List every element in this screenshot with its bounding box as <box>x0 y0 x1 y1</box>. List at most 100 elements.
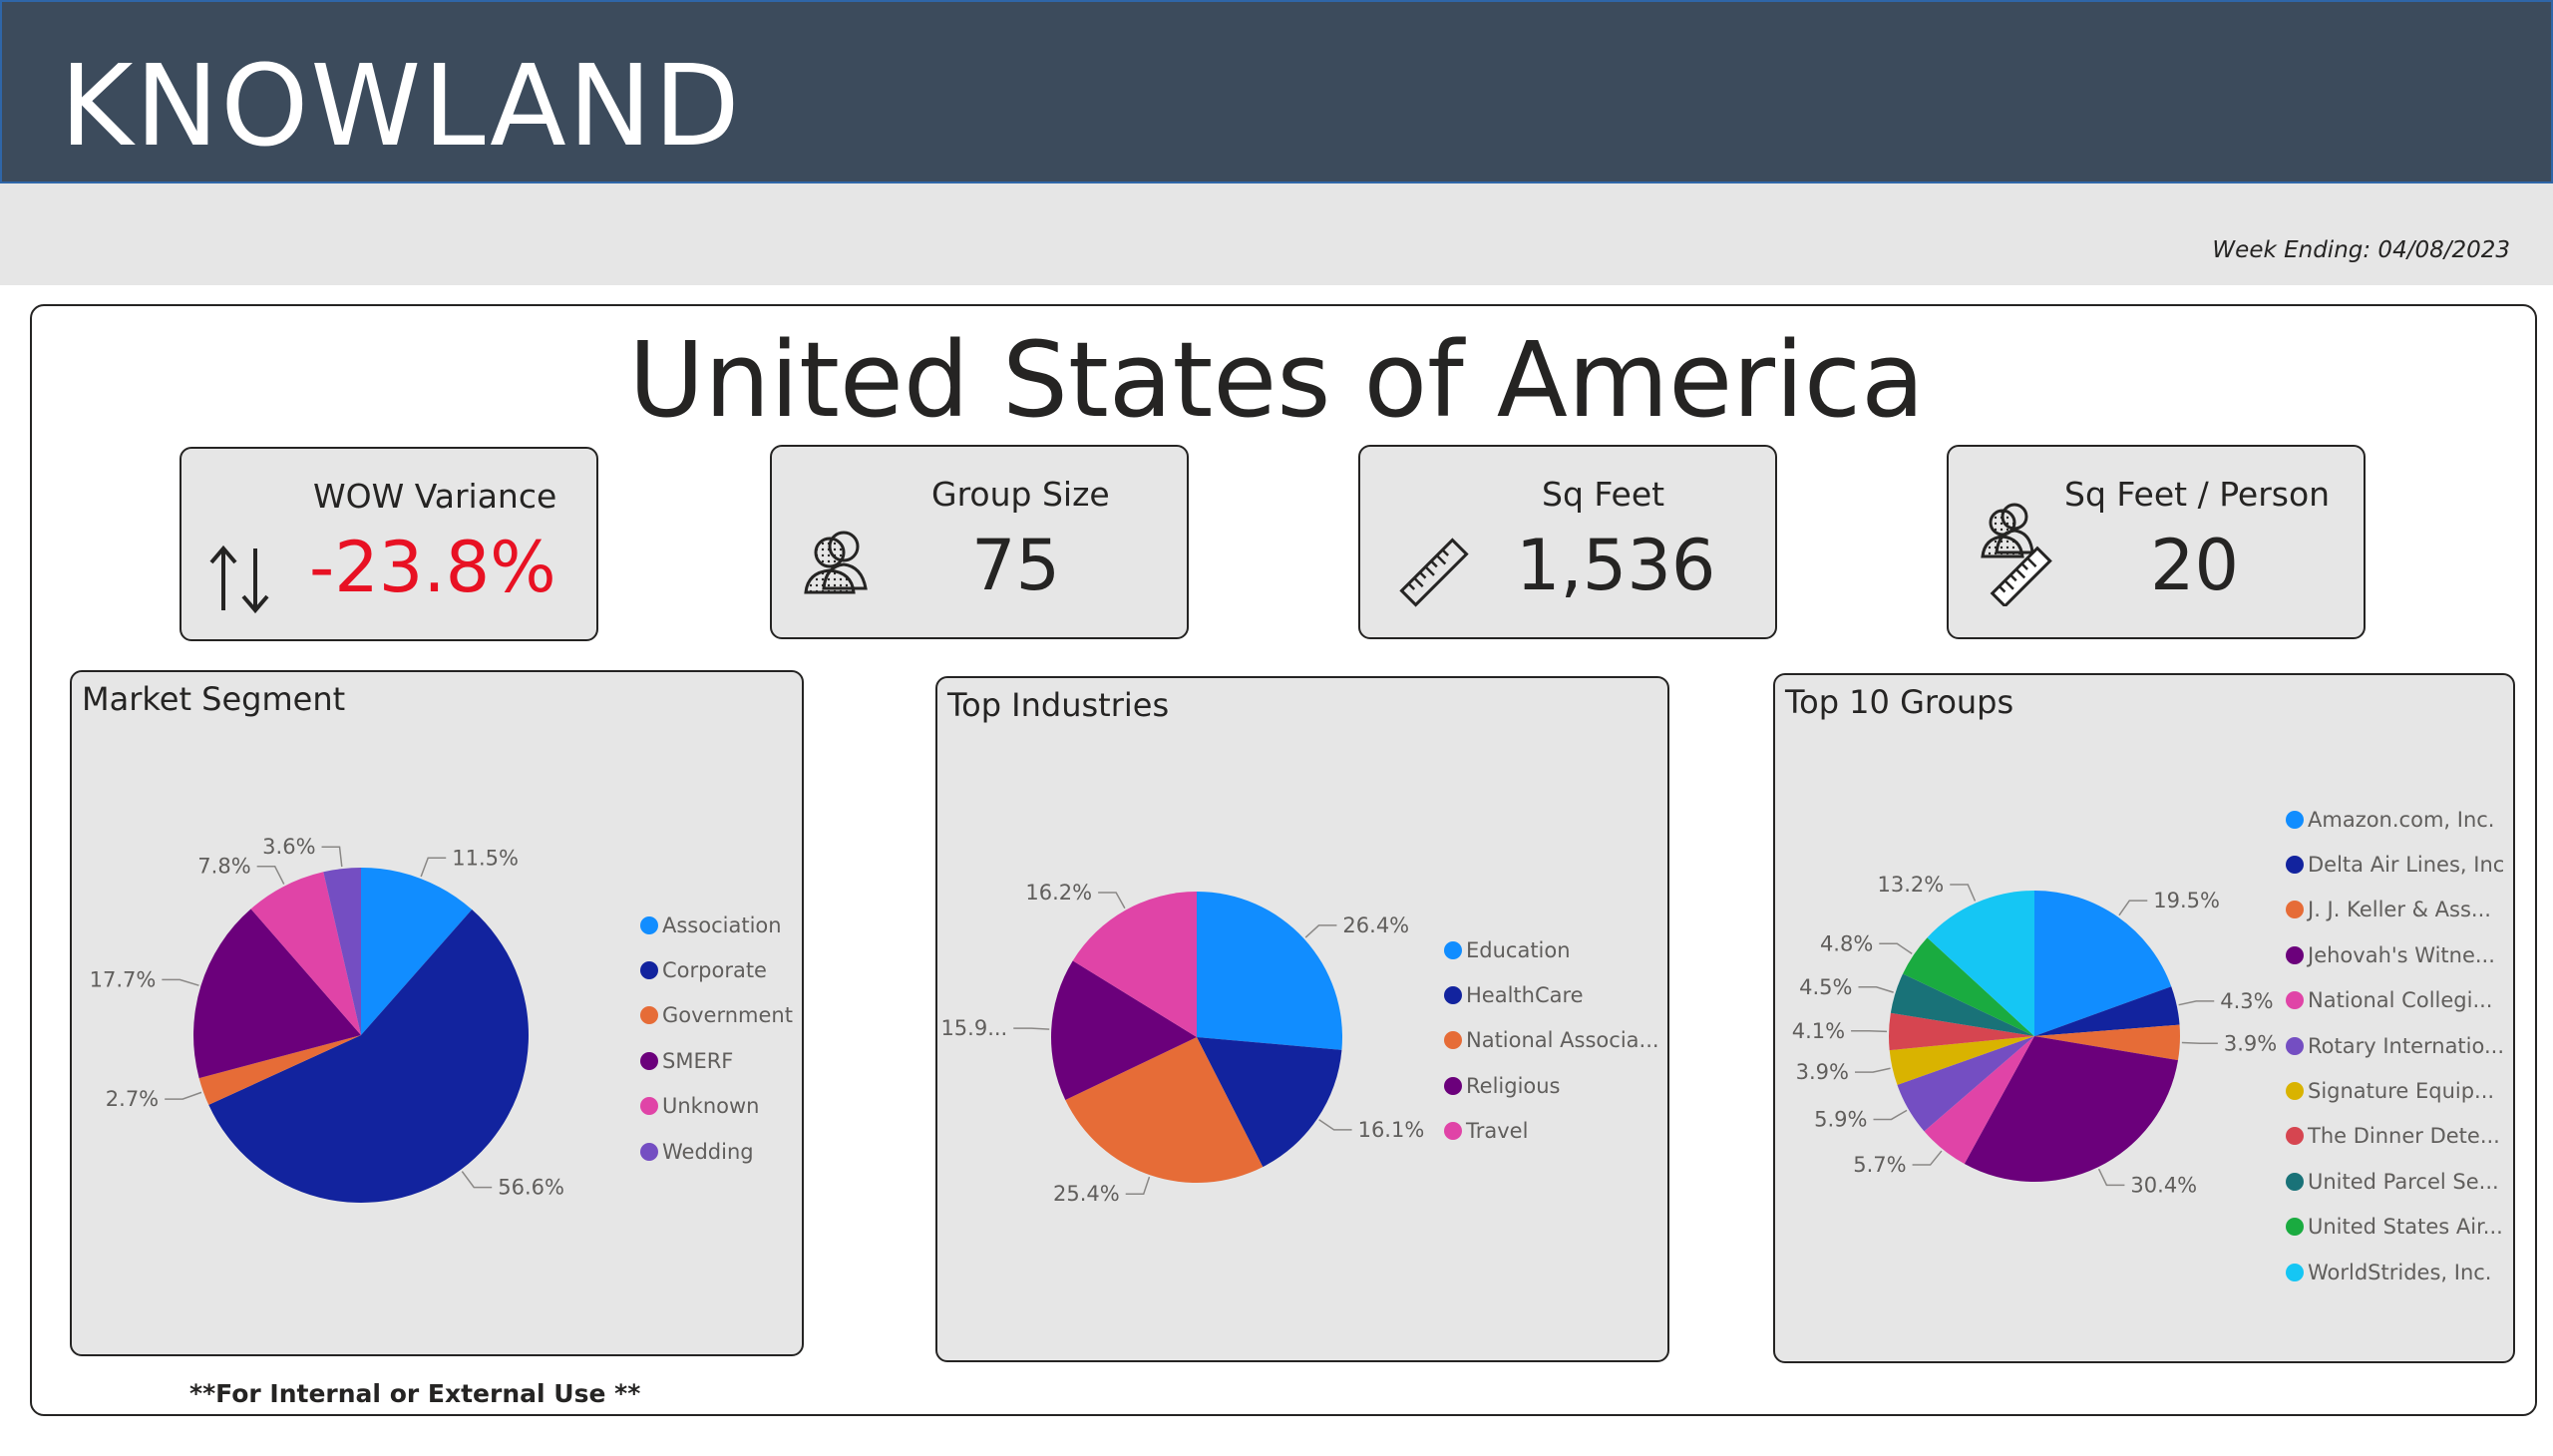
legend-item[interactable]: J. J. Keller & Ass... <box>2286 888 2504 932</box>
data-label: 3.9% <box>2224 1031 2277 1055</box>
pie-slice[interactable] <box>1065 1037 1264 1183</box>
legend-swatch <box>2286 901 2304 919</box>
kpi-label: Group Size <box>931 475 1110 514</box>
legend-label: HealthCare <box>1466 983 1584 1008</box>
country-title: United States of America <box>628 319 1925 441</box>
data-label: 5.9% <box>1814 1107 1867 1131</box>
legend-item[interactable]: United Parcel Se... <box>2286 1159 2504 1204</box>
legend-item[interactable]: Signature Equip... <box>2286 1068 2504 1113</box>
leader-line <box>1304 924 1337 938</box>
leader-line <box>1858 986 1894 993</box>
pie-slice[interactable] <box>250 872 361 1035</box>
legend-item[interactable]: National Associa... <box>1444 1018 1659 1063</box>
pie-slice[interactable] <box>1072 892 1197 1037</box>
legend-swatch <box>2286 1263 2304 1281</box>
pie-slice[interactable] <box>193 909 361 1079</box>
data-label: 56.6% <box>498 1176 564 1200</box>
pie-slice[interactable] <box>1903 937 2034 1036</box>
usage-note: **For Internal or External Use ** <box>189 1379 641 1408</box>
legend-label: National Collegi... <box>2308 988 2493 1013</box>
legend-item[interactable]: Government <box>640 993 793 1038</box>
kpi-card-group-size[interactable]: Group Size 75 <box>770 445 1189 639</box>
pie-slice[interactable] <box>1889 1012 2034 1051</box>
pie-slice[interactable] <box>1924 1036 2034 1165</box>
legend-label: Association <box>662 912 782 937</box>
leader-line <box>420 857 447 878</box>
pie-chart: 11.5% 56.6% 2.7% 17.7% 7.8% 3.6% <box>90 835 564 1203</box>
pie-slice[interactable] <box>1897 1036 2034 1132</box>
legend-item[interactable]: Religious <box>1444 1063 1659 1108</box>
pie-slice[interactable] <box>1890 973 2034 1036</box>
leader-line <box>256 865 285 885</box>
top-groups-panel[interactable]: Top 10 Groups 19.5% 4.3% 3.9% 30.4% 5.7% 5.9%… <box>1773 673 2515 1363</box>
legend-item[interactable]: United States Air... <box>2286 1205 2504 1250</box>
pie-slice[interactable] <box>2034 1024 2180 1061</box>
legend-item[interactable]: The Dinner Dete... <box>2286 1114 2504 1159</box>
legend-swatch <box>640 1097 658 1116</box>
pie-slice[interactable] <box>323 868 361 1035</box>
market-segment-panel[interactable]: Market Segment 11.5% 56.6% 2.7% 17.7% 7.8% 3.… <box>70 670 804 1356</box>
pie-slice[interactable] <box>1889 1036 2034 1085</box>
legend-item[interactable]: Wedding <box>640 1129 793 1174</box>
leader-line <box>1013 1027 1050 1030</box>
data-label: 3.9% <box>1796 1060 1849 1084</box>
data-label: 26.4% <box>1342 913 1409 937</box>
legend-item[interactable]: WorldStrides, Inc. <box>2286 1250 2504 1294</box>
legend-item[interactable]: Travel <box>1444 1109 1659 1154</box>
legend-swatch <box>1444 940 1462 959</box>
legend-label: The Dinner Dete... <box>2308 1124 2500 1149</box>
leader-line <box>2118 900 2148 916</box>
people-icon <box>804 531 868 594</box>
kpi-card-sq-feet[interactable]: Sq Feet 1,536 <box>1358 445 1777 639</box>
kpi-card-wow-variance[interactable]: WOW Variance -23.8% <box>180 447 598 641</box>
legend-item[interactable]: Unknown <box>640 1084 793 1129</box>
legend-label: Government <box>662 1003 793 1028</box>
legend-swatch <box>640 961 658 980</box>
legend-label: Jehovah's Witne... <box>2308 942 2495 967</box>
legend-label: United States Air... <box>2308 1215 2503 1240</box>
legend-item[interactable]: Corporate <box>640 947 793 992</box>
pie-slice[interactable] <box>208 910 529 1203</box>
legend-item[interactable]: National Collegi... <box>2286 978 2504 1023</box>
legend-label: Signature Equip... <box>2308 1079 2495 1104</box>
legend-swatch <box>2286 1172 2304 1191</box>
kpi-card-sq-feet-per-person[interactable]: Sq Feet / Person 20 <box>1947 445 2366 639</box>
week-ending-label: Week Ending: 04/08/2023 <box>2212 237 2510 263</box>
legend-item[interactable]: Delta Air Lines, Inc <box>2286 842 2504 887</box>
pie-slice[interactable] <box>1197 892 1342 1050</box>
legend-swatch <box>640 1142 658 1161</box>
data-label: 4.5% <box>1799 975 1852 999</box>
header-bar: KNOWLAND <box>0 0 2553 183</box>
legend-item[interactable]: Rotary Internatio... <box>2286 1023 2504 1068</box>
pie-slice[interactable] <box>1051 960 1197 1100</box>
pie-slice[interactable] <box>361 868 473 1035</box>
pie-slice[interactable] <box>1927 891 2034 1036</box>
pie-slice[interactable] <box>198 1035 361 1105</box>
leader-line <box>1854 1067 1891 1073</box>
pie-slice[interactable] <box>1964 1036 2178 1182</box>
legend-item[interactable]: Association <box>640 903 793 947</box>
legend-item[interactable]: SMERF <box>640 1038 793 1083</box>
data-label: 25.4% <box>1053 1182 1120 1206</box>
pie-slice[interactable] <box>2034 986 2180 1036</box>
kpi-value: 20 <box>2150 525 2240 606</box>
legend-label: United Parcel Se... <box>2308 1169 2499 1194</box>
legend-item[interactable]: Jehovah's Witne... <box>2286 932 2504 977</box>
leader-line <box>1873 1109 1908 1121</box>
up-down-arrows-icon <box>209 545 269 614</box>
legend-swatch <box>2286 856 2304 875</box>
legend-item[interactable]: Amazon.com, Inc. <box>2286 797 2504 842</box>
legend-item[interactable]: Education <box>1444 927 1659 972</box>
leader-line <box>1318 1119 1352 1131</box>
pie-slice[interactable] <box>2034 891 2172 1036</box>
top-industries-panel[interactable]: Top Industries 26.4% 16.1% 25.4% 15.9... 16.… <box>935 676 1669 1362</box>
legend-item[interactable]: HealthCare <box>1444 972 1659 1017</box>
legend-label: Delta Air Lines, Inc <box>2308 853 2505 878</box>
legend-swatch <box>1444 986 1462 1005</box>
kpi-value: 1,536 <box>1516 525 1716 606</box>
legend-label: SMERF <box>662 1048 734 1073</box>
people-ruler-icon <box>1981 503 2052 606</box>
data-label: 16.2% <box>1025 881 1092 905</box>
pie-slice[interactable] <box>1197 1037 1342 1168</box>
legend-label: Unknown <box>662 1094 760 1119</box>
